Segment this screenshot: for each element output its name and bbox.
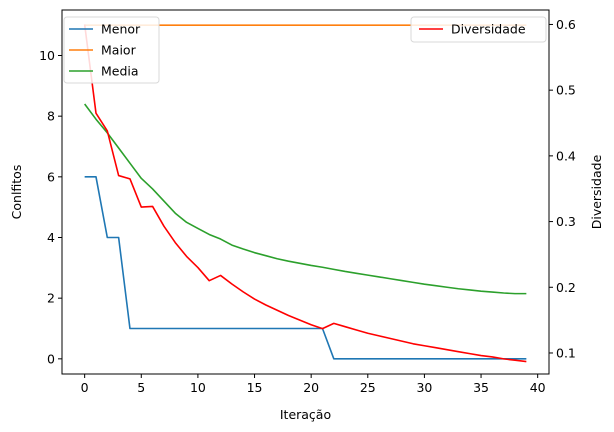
y-axis-left: 0 2 4 6 8 10 bbox=[39, 48, 62, 366]
y2-tick-label: 0.4 bbox=[556, 148, 576, 163]
x-axis: 0 5 10 15 20 25 30 35 40 bbox=[81, 374, 546, 395]
x-tick-label: 0 bbox=[81, 380, 89, 395]
x-tick-label: 40 bbox=[530, 380, 546, 395]
y-axis-label: Conlfitos bbox=[9, 165, 24, 220]
y2-tick-label: 0.1 bbox=[556, 345, 576, 360]
x-tick-label: 30 bbox=[416, 380, 432, 395]
x-axis-label: Iteração bbox=[280, 407, 331, 422]
y2-tick-label: 0.6 bbox=[556, 17, 576, 32]
y2-tick-label: 0.2 bbox=[556, 280, 576, 295]
x-tick-label: 25 bbox=[360, 380, 376, 395]
y-tick-label: 10 bbox=[39, 48, 55, 63]
legend-label-maior: Maior bbox=[101, 43, 137, 58]
legend-label-diversidade: Diversidade bbox=[451, 22, 526, 37]
y2-tick-label: 0.3 bbox=[556, 214, 576, 229]
y-axis-right: 0.1 0.2 0.3 0.4 0.5 0.6 bbox=[549, 17, 576, 360]
y-tick-label: 0 bbox=[47, 351, 55, 366]
x-tick-label: 10 bbox=[190, 380, 206, 395]
legend-left-frame bbox=[63, 16, 160, 84]
legend-right: Diversidade bbox=[410, 16, 547, 43]
series-line-diversidade bbox=[83, 24, 527, 363]
x-tick-label: 5 bbox=[137, 380, 145, 395]
y-tick-label: 8 bbox=[47, 109, 55, 124]
y-tick-label: 6 bbox=[47, 169, 55, 184]
x-tick-label: 15 bbox=[247, 380, 263, 395]
y2-tick-label: 0.5 bbox=[556, 83, 576, 98]
y-tick-label: 2 bbox=[47, 291, 55, 306]
x-tick-label: 20 bbox=[303, 380, 319, 395]
series-line-media bbox=[84, 103, 527, 295]
legend-label-menor: Menor bbox=[101, 22, 141, 37]
legend-label-media: Media bbox=[101, 64, 139, 79]
legend-left: Menor Maior Media bbox=[63, 16, 160, 84]
series-line-menor bbox=[84, 176, 527, 360]
y2-axis-label: Diversidade bbox=[589, 154, 604, 229]
y-tick-label: 4 bbox=[47, 230, 55, 245]
x-tick-label: 35 bbox=[473, 380, 489, 395]
legend-right-frame bbox=[410, 16, 547, 43]
plot-frame bbox=[61, 9, 550, 375]
